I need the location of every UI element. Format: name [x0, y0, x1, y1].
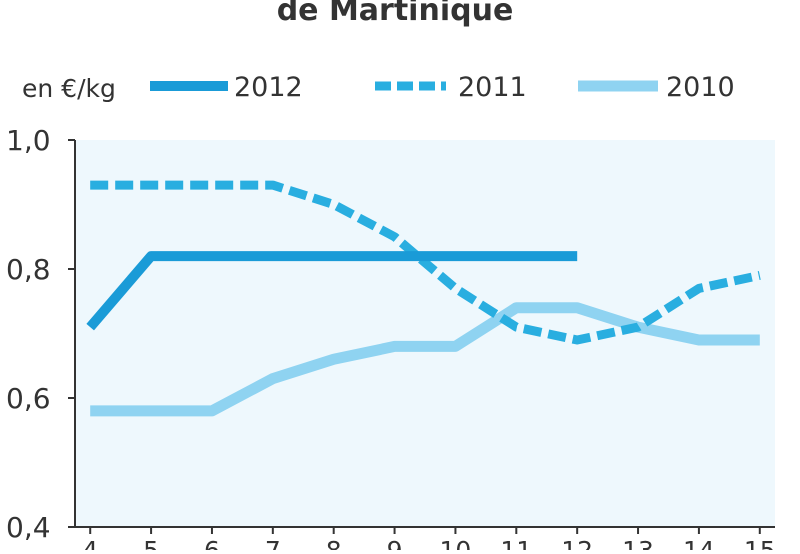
legend: 2012 2011 2010 [150, 72, 735, 103]
x-tick-label: 11 [500, 536, 532, 550]
unit-label: en €/kg [22, 74, 116, 103]
y-axis-ticks: 0,4 0,6 0,8 1,0 [6, 124, 75, 544]
x-tick-label: 14 [683, 536, 715, 550]
x-tick-label: 10 [440, 536, 472, 550]
x-tick-label: 9 [387, 536, 403, 550]
series-layer [86, 180, 761, 417]
x-axis-ticks: 4 5 6 7 8 9 10 11 12 13 14 15 [82, 527, 776, 554]
y-tick-label: 0,8 [6, 253, 51, 286]
y-tick-label: 1,0 [6, 124, 51, 157]
x-tick-label: 15 [744, 536, 776, 550]
series-line-2011 [90, 180, 761, 345]
x-tick-label: 8 [326, 536, 342, 550]
series-line-2012 [86, 251, 578, 331]
x-tick-label: 12 [561, 536, 593, 550]
x-tick-label: 6 [204, 536, 220, 550]
y-tick-label: 0,4 [6, 511, 51, 544]
x-tick-label: 7 [265, 536, 281, 550]
chart-title: de Martinique [277, 0, 514, 28]
y-tick-label: 0,6 [6, 382, 51, 415]
legend-label-2010: 2010 [666, 72, 735, 103]
x-tick-label: 4 [82, 536, 98, 550]
x-tick-label: 13 [622, 536, 654, 550]
legend-label-2011: 2011 [458, 72, 527, 103]
series-line-2010 [90, 302, 760, 417]
x-tick-label: 5 [143, 536, 159, 550]
legend-label-2012: 2012 [234, 72, 303, 103]
